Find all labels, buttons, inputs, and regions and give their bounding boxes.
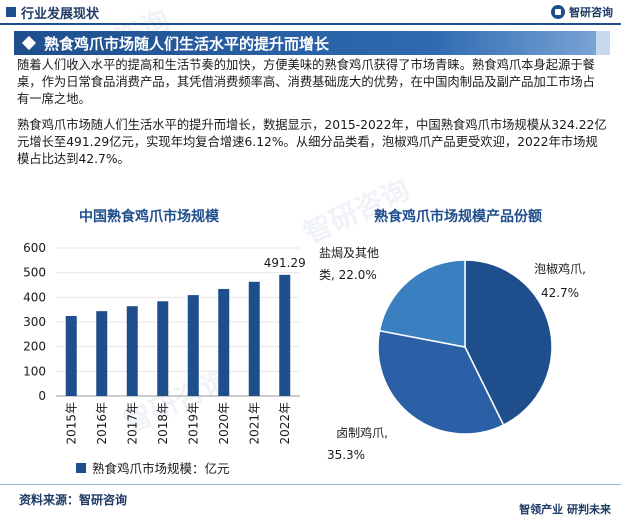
y-tick-label: 100 — [23, 364, 46, 378]
paragraph-2: 熟食鸡爪市场随人们生活水平的提升而增长，数据显示，2015-2022年，中国熟食… — [17, 118, 607, 166]
x-tick-label: 2021年 — [247, 402, 261, 445]
bar-chart-title: 中国熟食鸡爪市场规模 — [79, 209, 219, 225]
slice-label: 42.7% — [541, 286, 579, 300]
y-tick-label: 500 — [23, 266, 46, 280]
bar — [126, 306, 138, 396]
x-tick-label: 2017年 — [125, 402, 139, 445]
bar — [96, 311, 108, 396]
slice-label: 盐焗及其他 — [319, 245, 379, 260]
section-marker-icon — [6, 7, 16, 17]
title-banner: 熟食鸡爪市场随人们生活水平的提升而增长 — [14, 31, 610, 55]
page-title: 熟食鸡爪市场随人们生活水平的提升而增长 — [44, 34, 330, 53]
x-tick-label: 2015年 — [64, 402, 78, 445]
x-tick-label: 2018年 — [156, 402, 170, 445]
brand-logo-icon — [551, 5, 565, 19]
bar — [187, 295, 199, 396]
bar — [157, 301, 169, 396]
y-tick-label: 600 — [23, 241, 46, 255]
data-label: 491.29 — [264, 256, 306, 270]
pie-chart-title: 熟食鸡爪市场规模产品份额 — [374, 209, 542, 225]
bar — [279, 274, 291, 396]
slice-label: 泡椒鸡爪, — [534, 261, 586, 276]
footer-divider — [0, 484, 621, 485]
top-divider — [0, 23, 621, 25]
bar — [65, 316, 77, 396]
slice-label: 35.3% — [327, 448, 365, 462]
x-tick-label: 2022年 — [278, 402, 292, 445]
banner-decoration — [596, 31, 610, 55]
pie-slice — [377, 329, 505, 435]
bar — [248, 281, 260, 396]
diamond-icon — [21, 35, 37, 51]
y-tick-label: 300 — [23, 315, 46, 329]
slice-label: 类, 22.0% — [319, 268, 377, 282]
slice-label: 卤制鸡爪, — [336, 425, 388, 440]
pie-slice — [464, 259, 553, 427]
y-tick-label: 400 — [23, 290, 46, 304]
bar-legend: 熟食鸡爪市场规模：亿元 — [76, 458, 230, 477]
brand: 智研咨询 — [551, 4, 613, 20]
brand-name: 智研咨询 — [569, 6, 613, 19]
x-tick-label: 2019年 — [186, 402, 200, 445]
bar-chart: 0 100 200 300 400 500 600 2015年 2016年 2017年 2018年 2… — [23, 241, 306, 445]
section-label: 行业发展现状 — [21, 7, 100, 22]
bar — [218, 288, 230, 396]
top-bar: 行业发展现状 智研咨询 — [0, 0, 621, 26]
legend-swatch — [76, 462, 86, 473]
pie-slice — [378, 259, 466, 348]
y-tick-label: 200 — [23, 340, 46, 354]
x-tick-label: 2016年 — [95, 402, 109, 445]
slogan: 智领产业 研判未来 — [519, 503, 611, 516]
source-note: 资料来源：智研咨询 — [19, 493, 128, 507]
x-tick-label: 2020年 — [217, 402, 231, 445]
y-tick-label: 0 — [38, 389, 46, 403]
paragraph-1: 随着人们收入水平的提高和生活节奏的加快，方便美味的熟食鸡爪获得了市场青睐。熟食鸡… — [17, 58, 595, 106]
legend-label: 熟食鸡爪市场规模：亿元 — [92, 461, 230, 476]
